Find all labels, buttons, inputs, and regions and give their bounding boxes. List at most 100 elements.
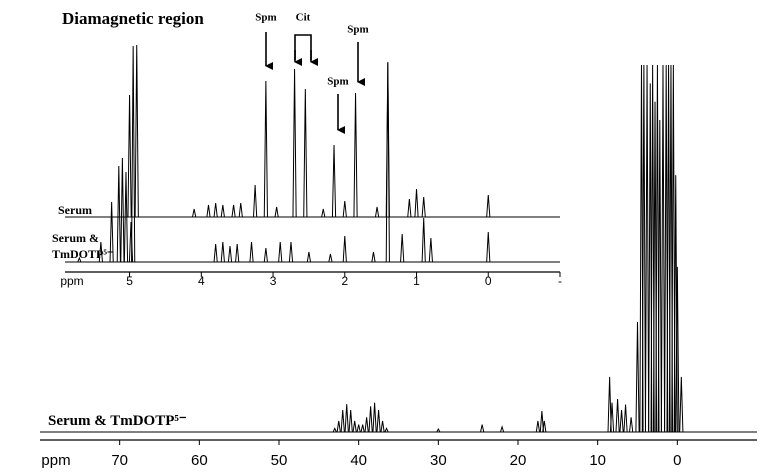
peak	[134, 44, 139, 218]
peak	[123, 171, 129, 263]
peak	[486, 231, 491, 263]
peak	[436, 428, 441, 433]
peak	[77, 256, 82, 263]
peak	[486, 194, 491, 218]
peak	[344, 404, 349, 433]
peak	[192, 208, 197, 218]
peak	[213, 243, 218, 263]
peak	[340, 409, 345, 433]
peak	[372, 402, 377, 433]
peak	[499, 425, 505, 433]
peak	[623, 404, 628, 433]
peak	[428, 237, 433, 263]
peak	[385, 61, 390, 263]
x-tick-label: 10	[589, 452, 606, 469]
peak	[109, 201, 114, 263]
x-axis-label: ppm	[60, 274, 83, 288]
annotation: Spm	[347, 24, 368, 36]
x-tick-label: 50	[271, 452, 288, 469]
peak	[353, 92, 358, 218]
peak	[675, 266, 680, 433]
peak	[619, 409, 624, 433]
peak	[407, 198, 412, 218]
peak	[231, 204, 236, 218]
peak	[364, 417, 369, 433]
series-label: Serum & TmDOTP⁵⁻	[48, 413, 187, 429]
peak	[480, 424, 485, 433]
x-tick-label: 4	[198, 274, 205, 288]
peak	[374, 206, 380, 218]
x-tick-label: 3	[270, 274, 277, 288]
peak	[131, 45, 136, 263]
x-tick-label: 2	[341, 274, 348, 288]
bracket	[294, 34, 312, 60]
peak	[414, 188, 419, 218]
peak	[609, 402, 615, 433]
annotation: Spm	[255, 12, 276, 24]
peak	[127, 94, 132, 218]
peak	[657, 120, 662, 433]
peak	[303, 88, 308, 218]
x-tick-label: -	[558, 274, 562, 288]
peak	[238, 202, 243, 218]
x-tick-label: 1	[413, 274, 420, 288]
peak	[292, 68, 297, 218]
peak	[615, 398, 620, 433]
peak	[274, 206, 279, 218]
peak	[371, 251, 376, 263]
peak	[421, 196, 426, 218]
peak	[220, 204, 225, 218]
peak	[263, 80, 268, 218]
peak	[206, 204, 211, 218]
peak	[336, 420, 341, 433]
peak	[356, 424, 361, 433]
series-label: Serum & TmDOTP⁵⁻	[52, 231, 114, 261]
peak	[360, 424, 365, 433]
annotation: Cit	[296, 12, 311, 24]
peak	[332, 427, 337, 433]
peak	[607, 376, 612, 433]
peak	[660, 64, 666, 433]
peak	[342, 235, 347, 263]
peak	[249, 241, 254, 263]
peak	[342, 200, 347, 218]
peak	[368, 406, 373, 433]
peak	[380, 420, 385, 433]
peak	[120, 157, 125, 263]
peak	[263, 247, 268, 263]
peak	[421, 217, 426, 263]
peak	[400, 233, 405, 263]
peak	[331, 144, 337, 218]
peak	[635, 321, 640, 433]
peak	[213, 202, 218, 218]
peak	[644, 64, 650, 433]
peak	[235, 243, 240, 263]
x-tick-label: 60	[191, 452, 208, 469]
peak	[535, 420, 541, 433]
peak	[321, 208, 326, 218]
x-axis-label: ppm	[41, 452, 70, 469]
peak	[384, 427, 389, 433]
peak	[679, 376, 684, 433]
peak	[253, 184, 258, 218]
x-tick-label: 5	[126, 274, 133, 288]
series-label: Serum	[58, 203, 92, 217]
inset-title: Diamagnetic region	[62, 9, 204, 28]
peak	[227, 245, 233, 263]
x-tick-label: 20	[510, 452, 527, 469]
peak	[629, 417, 634, 433]
x-tick-label: 0	[673, 452, 681, 469]
peak	[98, 241, 103, 263]
x-tick-label: 40	[350, 452, 367, 469]
peak	[641, 64, 646, 433]
peak	[116, 165, 121, 263]
peak	[306, 251, 312, 263]
x-tick-label: 70	[111, 452, 128, 469]
peak	[376, 409, 381, 433]
x-tick-label: 0	[485, 274, 492, 288]
peak	[288, 241, 294, 263]
peak	[542, 420, 547, 433]
peak	[278, 241, 283, 263]
peak	[328, 253, 333, 263]
